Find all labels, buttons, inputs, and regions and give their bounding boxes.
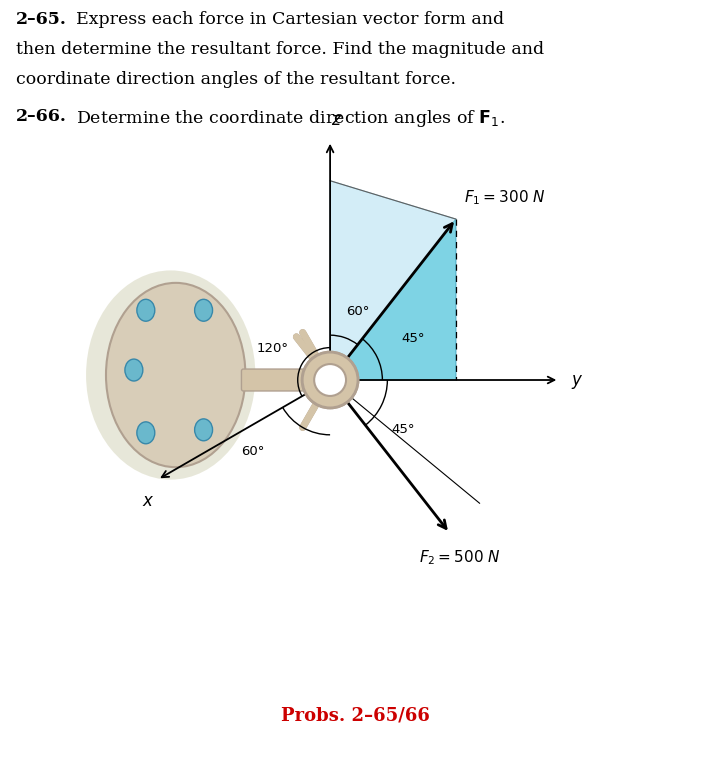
Ellipse shape [195, 419, 213, 441]
Text: z: z [330, 111, 340, 129]
Ellipse shape [125, 359, 143, 381]
Text: 2–66.: 2–66. [16, 108, 67, 125]
Text: y: y [571, 371, 581, 389]
Text: then determine the resultant force. Find the magnitude and: then determine the resultant force. Find… [16, 41, 545, 58]
Circle shape [302, 352, 358, 408]
Text: 60°: 60° [346, 305, 369, 318]
Text: Express each force in Cartesian vector form and: Express each force in Cartesian vector f… [76, 11, 504, 28]
Text: 60°: 60° [241, 444, 264, 457]
Circle shape [314, 364, 346, 396]
Polygon shape [330, 181, 456, 380]
Ellipse shape [137, 422, 155, 444]
Text: 2–65.: 2–65. [16, 11, 67, 28]
Ellipse shape [137, 299, 155, 321]
Text: 45°: 45° [402, 332, 425, 345]
Circle shape [314, 364, 346, 396]
Text: Probs. 2–65/66: Probs. 2–65/66 [281, 707, 430, 724]
Polygon shape [330, 219, 456, 380]
FancyBboxPatch shape [242, 369, 307, 391]
Text: 120°: 120° [256, 342, 289, 355]
Text: 45°: 45° [392, 423, 415, 436]
Ellipse shape [195, 299, 213, 321]
Circle shape [302, 352, 358, 408]
Ellipse shape [106, 283, 245, 467]
Text: $F_1 = 300$ N: $F_1 = 300$ N [464, 188, 545, 207]
Text: Determine the coordinate direction angles of $\mathbf{F}_1$.: Determine the coordinate direction angle… [76, 108, 505, 129]
Text: x: x [143, 492, 152, 509]
Text: coordinate direction angles of the resultant force.: coordinate direction angles of the resul… [16, 71, 457, 88]
Text: $F_2 = 500$ N: $F_2 = 500$ N [419, 548, 501, 567]
Ellipse shape [86, 270, 255, 480]
